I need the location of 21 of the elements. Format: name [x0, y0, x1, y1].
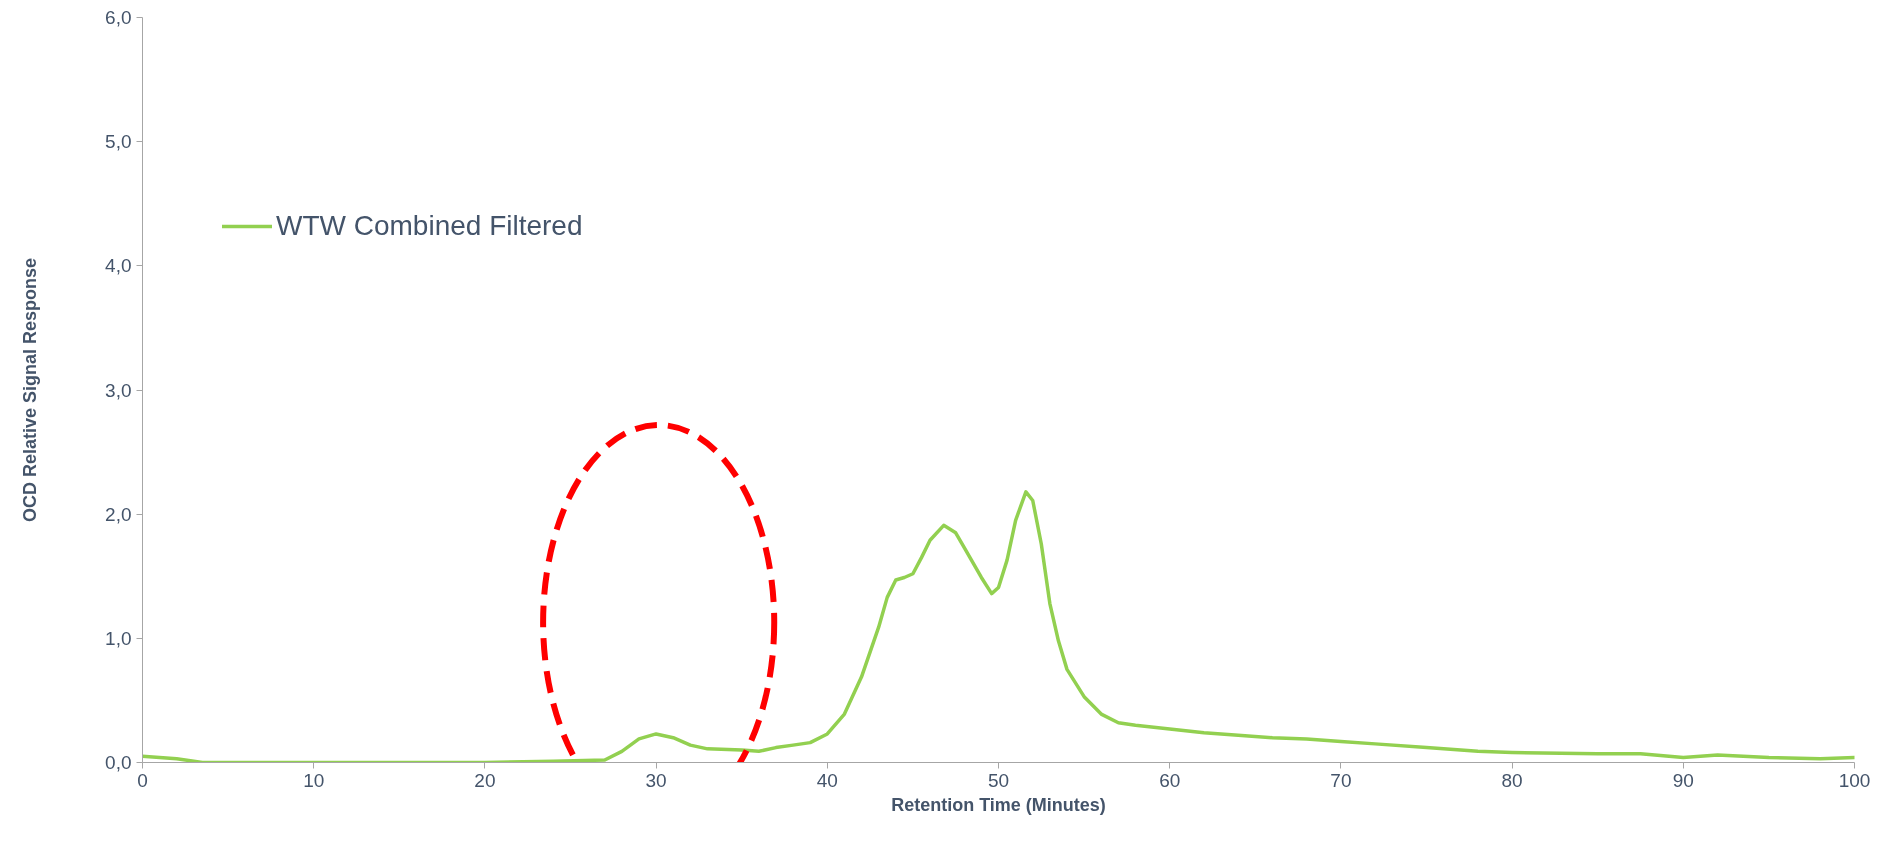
- x-tick-label: 20: [474, 769, 496, 791]
- x-tick-label: 80: [1501, 769, 1523, 791]
- x-tick-label: 10: [303, 769, 325, 791]
- y-tick-label: 4,0: [105, 255, 132, 277]
- x-tick-label: 100: [1838, 769, 1871, 791]
- y-tick-label: 0,0: [105, 752, 132, 773]
- y-tick-label: 3,0: [105, 379, 132, 401]
- x-tick-label: 0: [137, 769, 148, 791]
- x-tick-label: 40: [816, 769, 838, 791]
- x-axis-title: Retention Time (Minutes): [891, 794, 1106, 815]
- x-tick-label: 70: [1330, 769, 1352, 791]
- y-tick-label: 2,0: [105, 503, 132, 525]
- x-tick-label: 90: [1672, 769, 1694, 791]
- y-axis-title: OCD Relative Signal Response: [20, 257, 41, 523]
- x-tick-label: 50: [987, 769, 1010, 791]
- x-tick-label: 30: [645, 769, 667, 791]
- y-tick-label: 1,0: [105, 627, 132, 649]
- y-tick-label: 5,0: [105, 131, 132, 153]
- x-tick-label: 60: [1159, 769, 1181, 791]
- legend-label: WTW Combined Filtered: [276, 210, 583, 242]
- y-tick-label: 6,0: [105, 7, 132, 28]
